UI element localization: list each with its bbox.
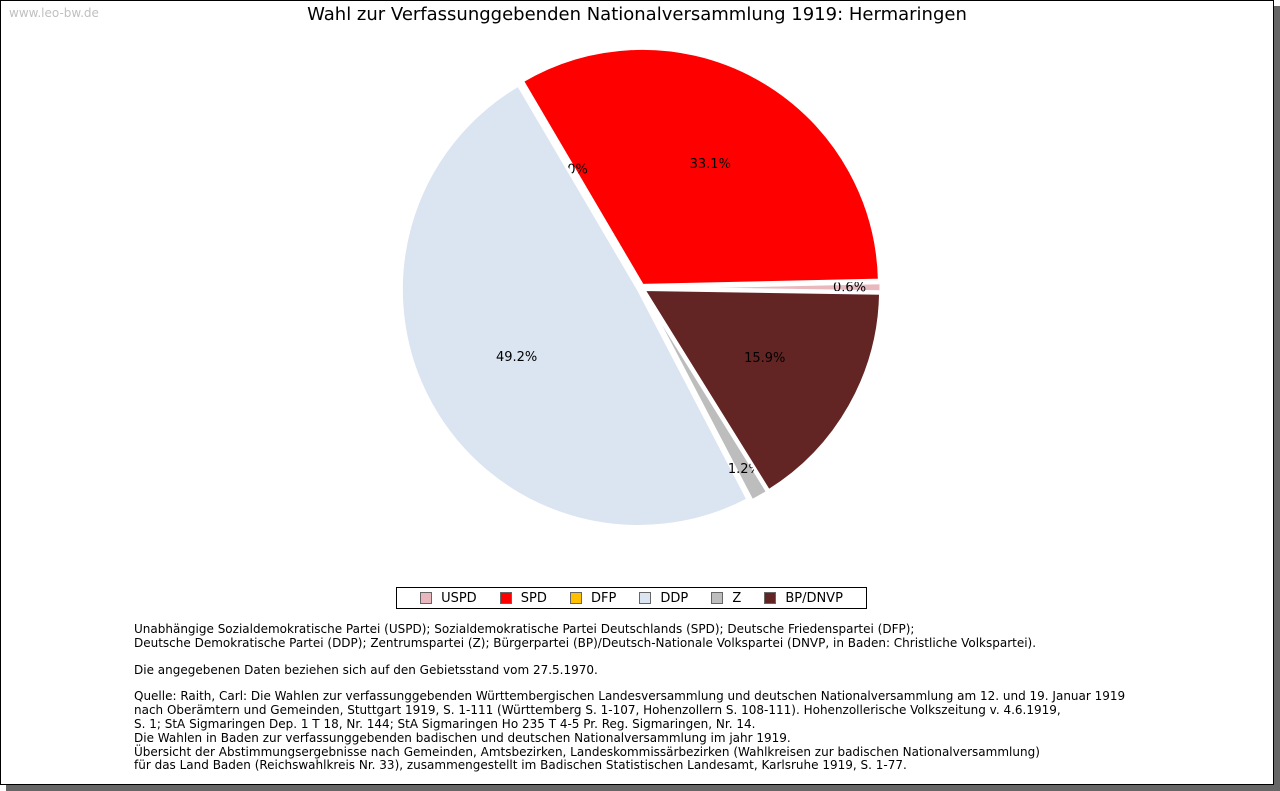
source-line-3: S. 1; StA Sigmaringen Dep. 1 T 18, Nr. 1… (134, 716, 756, 731)
legend-item-z: Z (711, 591, 741, 606)
legend-label-uspd: USPD (441, 590, 477, 606)
legend-label-ddp: DDP (660, 590, 689, 606)
source-line-1: Quelle: Raith, Carl: Die Wahlen zur verf… (134, 689, 1126, 704)
parties-line-1: Unabhängige Sozialdemokratische Partei (… (134, 622, 915, 636)
source-line-6: für das Land Baden (Reichswahlkreis Nr. … (134, 758, 907, 773)
legend-item-ddp: DDP (639, 591, 688, 606)
source-line-2: nach Oberämtern und Gemeinden, Stuttgart… (134, 703, 1061, 718)
legend-label-z: Z (732, 590, 742, 606)
legend-label-bp-dnvp: BP/DNVP (785, 590, 843, 606)
legend-swatch-z (711, 592, 724, 604)
pie-slice-spd (520, 46, 881, 287)
legend-item-uspd: USPD (420, 591, 477, 606)
pie-label-bp-dnvp: 15.9% (744, 351, 785, 366)
pie-chart: 0.6%33.1%0.0%49.2%1.2%15.9% (399, 46, 883, 528)
legend-swatch-ddp (639, 592, 652, 604)
legend: USPD SPD DFP DDP Z BP/DNVP (396, 587, 867, 609)
source-line-4: Die Wahlen in Baden zur verfassunggebend… (134, 730, 791, 745)
legend-item-dfp: DFP (569, 590, 617, 606)
pie-label-spd: 33.1% (690, 157, 731, 172)
source-line-5: Übersicht der Abstimmungsergebnisse nach… (134, 744, 1040, 759)
legend-item-spd: SPD (499, 590, 547, 606)
footnotes: Unabhängige Sozialdemokratische Partei (… (134, 622, 1254, 773)
pie-slice-bp-dnvp (640, 287, 883, 493)
legend-label-dfp: DFP (590, 590, 617, 606)
watermark: www.leo-bw.de (9, 6, 99, 20)
pie-label-ddp: 49.2% (496, 350, 537, 365)
pie-slice-z (641, 289, 770, 503)
legend-swatch-bp-dnvp (764, 592, 777, 604)
legend-swatch-dfp (569, 592, 582, 604)
legend-swatch-spd (499, 592, 512, 604)
pie-slice-ddp (399, 83, 750, 528)
legend-label-spd: SPD (520, 590, 547, 606)
territory-note: Die angegebenen Daten beziehen sich auf … (134, 662, 598, 677)
legend-swatch-uspd (420, 592, 433, 604)
parties-line-2: Deutsche Demokratische Partei (DDP); Zen… (134, 635, 1037, 650)
chart-title: Wahl zur Verfassunggebenden Nationalvers… (307, 4, 967, 25)
legend-item-bp-dnvp: BP/DNVP (764, 591, 843, 606)
